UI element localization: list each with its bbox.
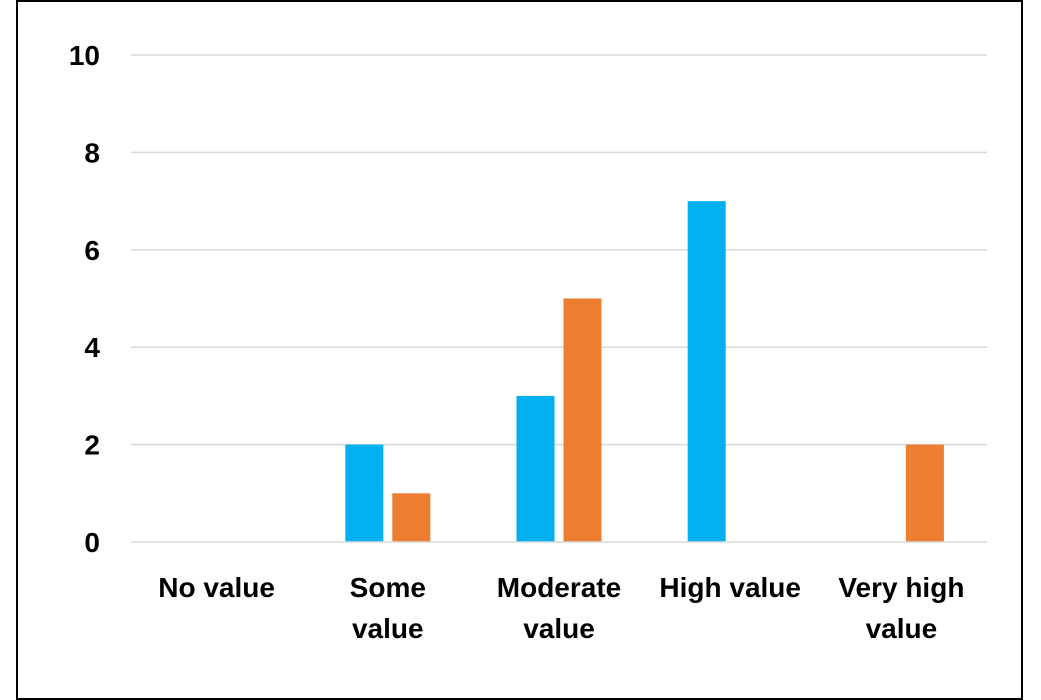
x-category-label: High value	[659, 572, 801, 603]
gridlines	[131, 54, 987, 446]
x-category-label: Very high	[838, 572, 964, 603]
bars	[345, 201, 944, 542]
bar-series-1-3	[687, 201, 726, 542]
bar-series-2-1	[392, 493, 431, 542]
bar-chart: 0 2 4 6 8 10 No value Some value Moderate value Hi…	[69, 40, 987, 644]
y-tick-label: 4	[84, 332, 100, 363]
y-tick-label: 10	[69, 40, 100, 71]
y-tick-label: 2	[84, 430, 100, 461]
x-category-label: value	[352, 613, 424, 644]
y-tick-label: 8	[84, 137, 100, 168]
x-category-label: value	[523, 613, 595, 644]
x-category-label: No value	[158, 572, 275, 603]
bar-series-1-2	[516, 395, 555, 542]
bar-series-2-4	[905, 444, 944, 542]
x-category-label: Moderate	[497, 572, 621, 603]
chart-frame	[16, 0, 1023, 700]
x-axis-categories: No value Some value Moderate value High value…	[158, 572, 964, 644]
bar-series-2-2	[563, 298, 602, 542]
x-category-label: value	[866, 613, 938, 644]
y-tick-label: 6	[84, 235, 100, 266]
y-axis-ticks: 0 2 4 6 8 10	[69, 40, 101, 558]
x-category-label: Some	[350, 572, 426, 603]
bar-series-1-1	[345, 444, 384, 542]
y-tick-label: 0	[84, 527, 100, 558]
